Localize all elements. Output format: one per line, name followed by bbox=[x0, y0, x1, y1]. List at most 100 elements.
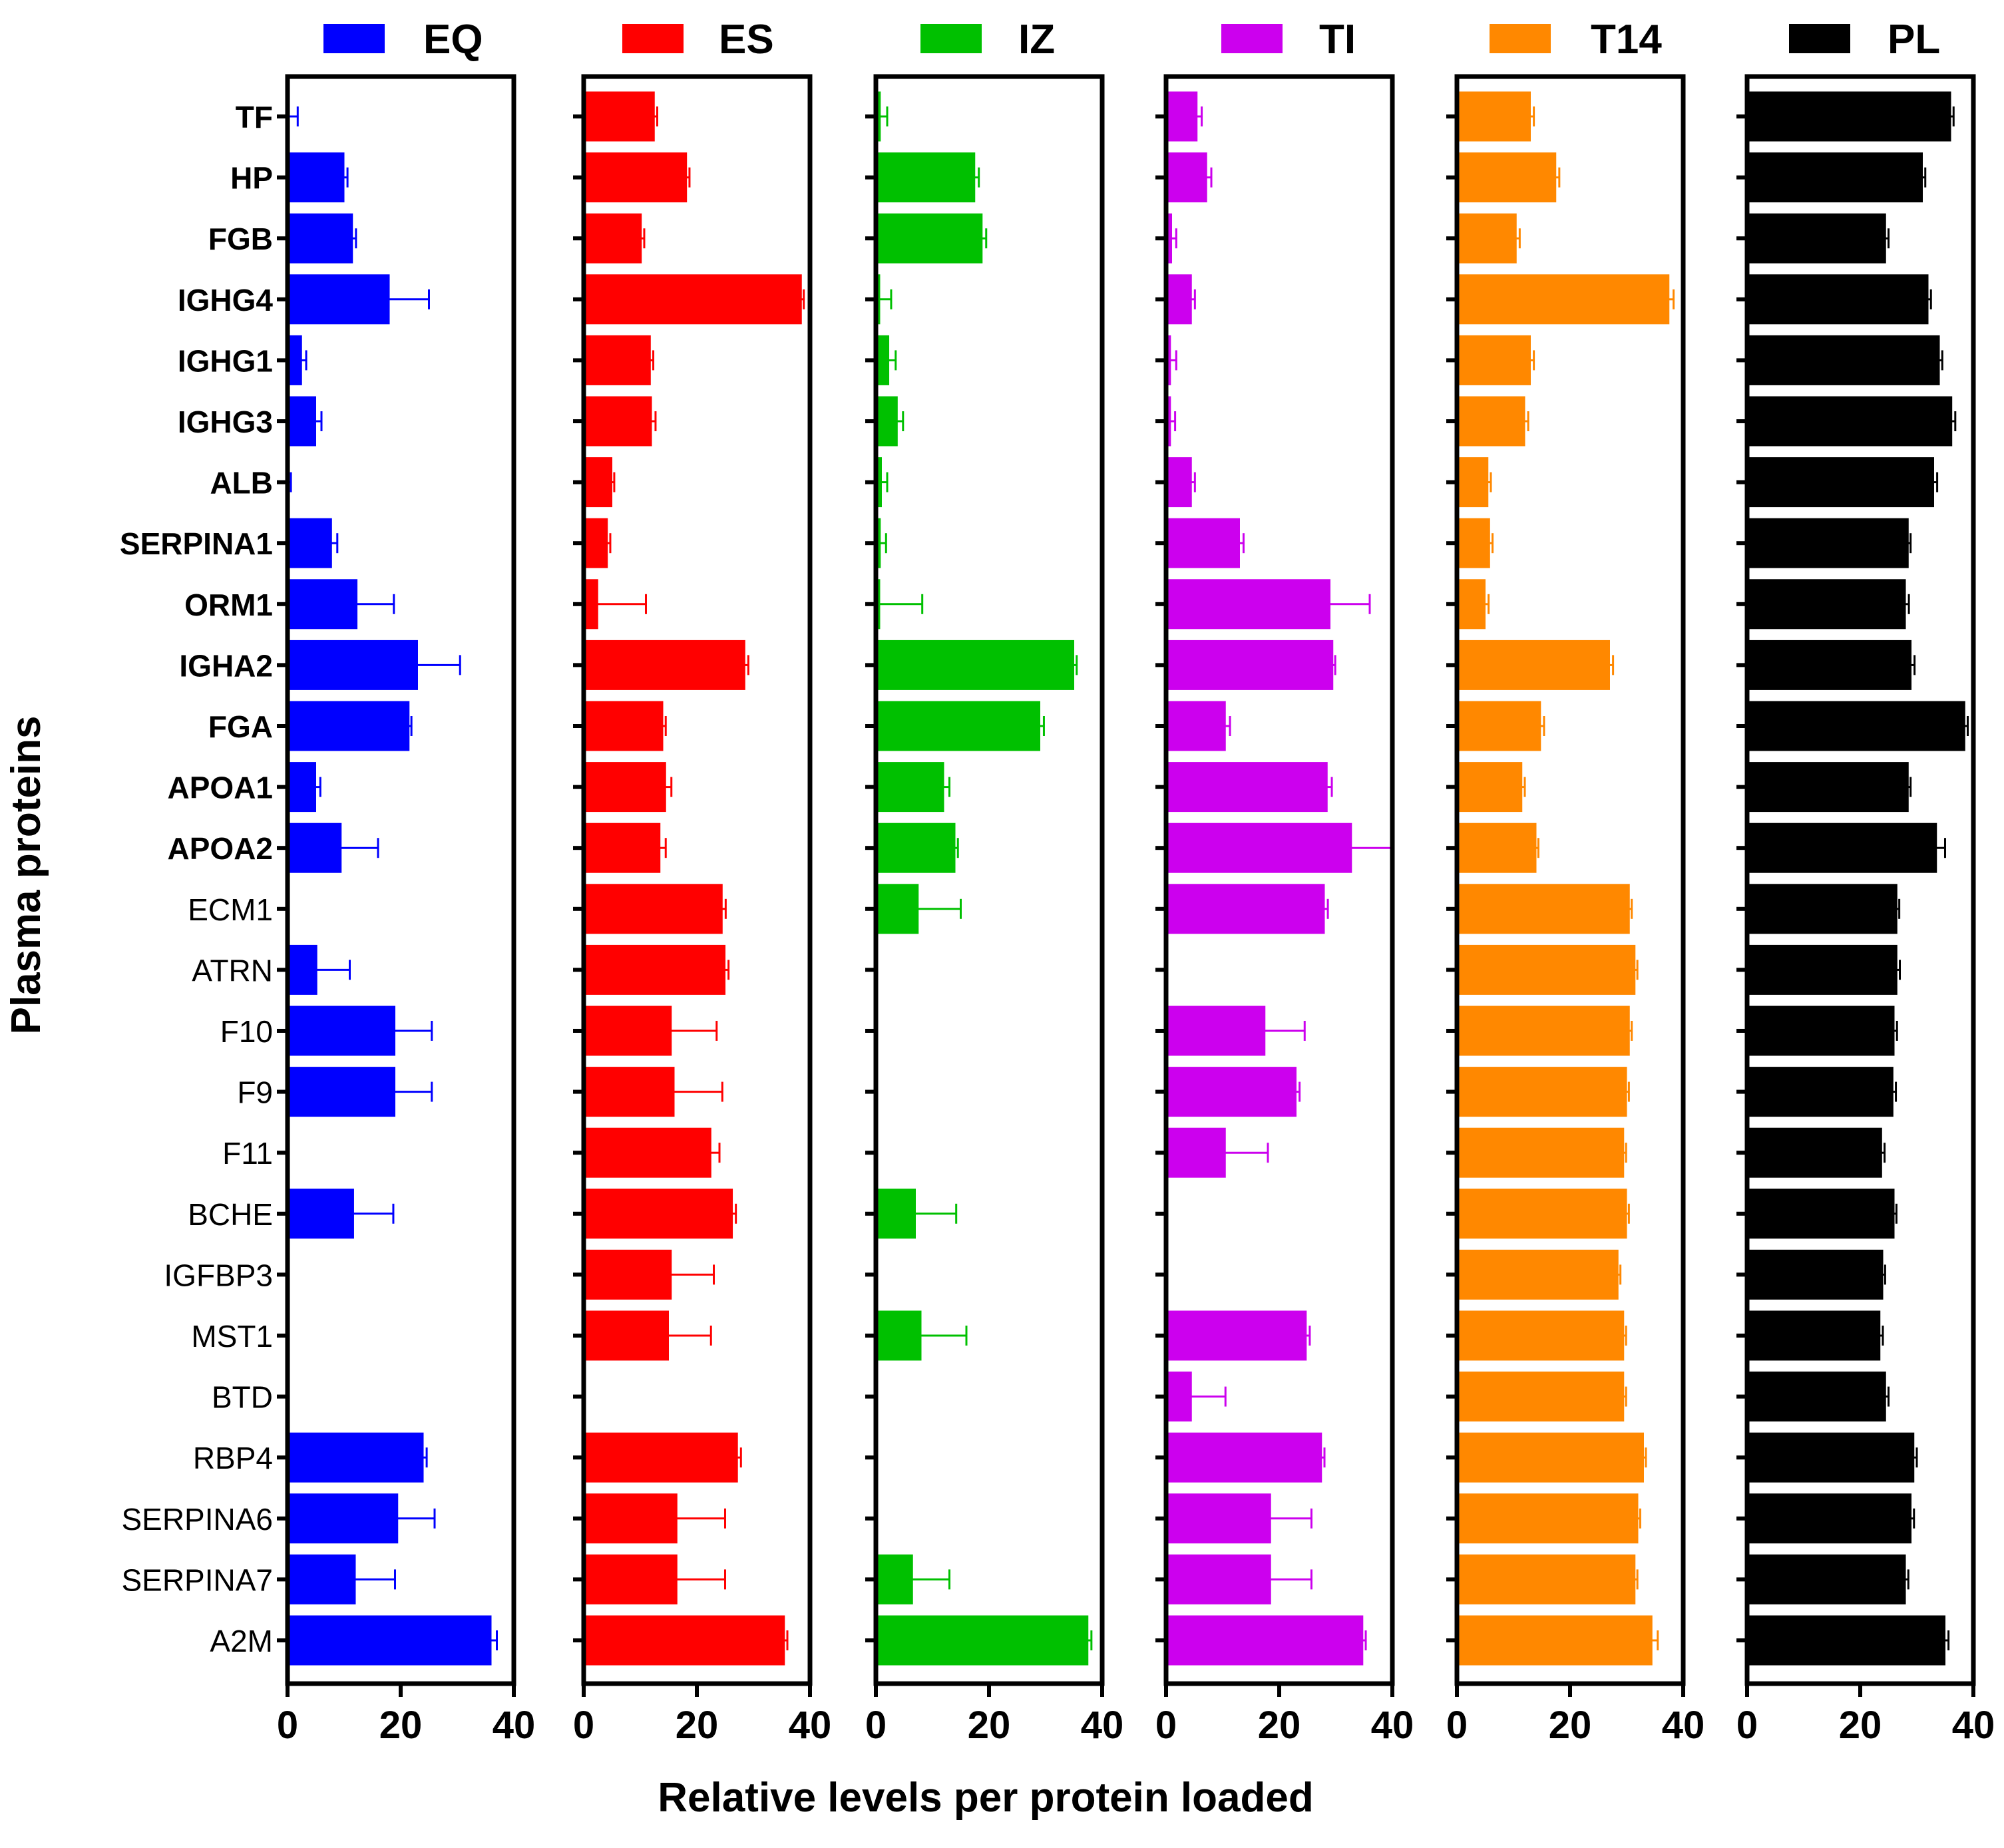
error-bar-es-serpina1 bbox=[607, 533, 612, 554]
error-bar-ti-apoa2 bbox=[1351, 838, 1394, 858]
bar-eq-apoa1 bbox=[287, 762, 316, 813]
bar-eq-serpina7 bbox=[287, 1554, 356, 1604]
bar-pl-fga bbox=[1746, 701, 1965, 751]
legend-label-es: ES bbox=[719, 17, 774, 63]
y-tick-label: HP bbox=[230, 161, 273, 196]
y-tick-label: IGFBP3 bbox=[164, 1258, 273, 1292]
bar-pl-btd bbox=[1746, 1372, 1886, 1422]
bar-ti-ecm1 bbox=[1165, 884, 1325, 934]
bar-ti-f9 bbox=[1165, 1067, 1297, 1117]
bar-pl-hp bbox=[1746, 152, 1923, 203]
bar-ti-apoa2 bbox=[1165, 823, 1352, 873]
bar-ti-serpina7 bbox=[1165, 1554, 1271, 1604]
bar-iz-serpina7 bbox=[875, 1554, 913, 1604]
error-bar-eq-rbp4 bbox=[423, 1447, 428, 1468]
x-tick-label: 0 bbox=[1155, 1704, 1177, 1747]
bar-es-rbp4 bbox=[583, 1432, 738, 1483]
bar-es-serpina6 bbox=[583, 1493, 678, 1544]
bar-es-fgb bbox=[583, 213, 642, 264]
error-bar-ti-f9 bbox=[1296, 1081, 1301, 1102]
y-tick-label: MST1 bbox=[191, 1319, 273, 1354]
error-bar-t14-f9 bbox=[1627, 1081, 1630, 1102]
bar-iz-bche bbox=[875, 1189, 916, 1239]
bar-pl-ighg4 bbox=[1746, 274, 1929, 325]
bar-es-serpina7 bbox=[583, 1554, 678, 1604]
y-tick-label: FGA bbox=[208, 709, 273, 744]
legend-label-t14: T14 bbox=[1591, 17, 1662, 63]
legend-label-iz: IZ bbox=[1018, 17, 1055, 63]
bar-pl-fgb bbox=[1746, 213, 1886, 264]
bar-eq-f10 bbox=[287, 1006, 395, 1056]
panel-pl: 0 20 40 bbox=[1736, 74, 1995, 1747]
y-tick-label: SERPINA6 bbox=[121, 1502, 273, 1537]
bar-pl-tf bbox=[1746, 91, 1951, 142]
bar-t14-hp bbox=[1456, 152, 1557, 203]
error-bar-pl-orm1 bbox=[1905, 594, 1910, 614]
error-bar-ti-fgb bbox=[1171, 228, 1177, 249]
error-bar-eq-atrn bbox=[317, 960, 351, 980]
bar-es-a2m bbox=[583, 1615, 785, 1666]
error-bar-eq-serpina6 bbox=[397, 1508, 436, 1529]
error-bar-iz-bche bbox=[915, 1203, 958, 1224]
error-bar-t14-igha2 bbox=[1609, 655, 1615, 675]
legend-swatch-eq bbox=[323, 24, 385, 53]
bar-iz-ecm1 bbox=[875, 884, 919, 934]
error-bar-pl-alb bbox=[1933, 472, 1939, 492]
bar-t14-apoa1 bbox=[1456, 762, 1523, 813]
y-tick-label: IGHA2 bbox=[179, 648, 273, 683]
error-bar-es-ighg4 bbox=[801, 289, 805, 309]
error-bar-eq-f10 bbox=[395, 1021, 433, 1041]
error-bar-es-orm1 bbox=[598, 594, 647, 614]
error-bar-ti-ighg1 bbox=[1170, 350, 1177, 371]
bar-ti-apoa1 bbox=[1165, 762, 1328, 813]
error-bar-t14-serpina7 bbox=[1635, 1569, 1639, 1590]
bar-t14-a2m bbox=[1456, 1615, 1653, 1666]
bar-t14-bche bbox=[1456, 1189, 1627, 1239]
error-bar-pl-serpina7 bbox=[1905, 1569, 1909, 1590]
bar-ti-fga bbox=[1165, 701, 1226, 751]
bar-es-fga bbox=[583, 701, 664, 751]
error-bar-iz-serpina7 bbox=[912, 1569, 950, 1590]
bar-pl-f10 bbox=[1746, 1006, 1895, 1056]
x-tick-label: 40 bbox=[1662, 1704, 1705, 1747]
bar-eq-hp bbox=[287, 152, 345, 203]
bar-t14-tf bbox=[1456, 91, 1531, 142]
bar-pl-serpina1 bbox=[1746, 518, 1909, 568]
y-tick-labels: TF HP FGB IGHG4 IGHG1 IGHG3 ALB SERPINA1 ORM1 IGH… bbox=[120, 100, 273, 1658]
bar-es-f9 bbox=[583, 1067, 675, 1117]
bar-pl-rbp4 bbox=[1746, 1432, 1915, 1483]
chart-panels: 0 20 40 0 20 40 0 20 40 0 20 40 0 20 40 0 20 40 bbox=[277, 74, 1995, 1747]
bar-iz-fgb bbox=[875, 213, 983, 264]
bar-pl-bche bbox=[1746, 1189, 1895, 1239]
bar-ti-f11 bbox=[1165, 1127, 1226, 1178]
error-bar-pl-btd bbox=[1886, 1386, 1890, 1407]
error-bar-pl-fgb bbox=[1886, 228, 1890, 249]
bar-es-igfbp3 bbox=[583, 1249, 672, 1300]
error-bar-t14-apoa2 bbox=[1536, 838, 1539, 858]
error-bar-es-tf bbox=[654, 106, 658, 126]
bar-t14-alb bbox=[1456, 457, 1489, 508]
y-tick-label: SERPINA1 bbox=[120, 526, 273, 561]
error-bar-t14-orm1 bbox=[1485, 594, 1490, 614]
error-bar-t14-fgb bbox=[1516, 228, 1521, 249]
bar-ti-a2m bbox=[1165, 1615, 1364, 1666]
legend-label-pl: PL bbox=[1888, 17, 1940, 63]
y-tick-label: APOA2 bbox=[168, 831, 273, 866]
error-bar-pl-ighg1 bbox=[1939, 350, 1943, 371]
bar-iz-apoa2 bbox=[875, 823, 956, 873]
error-bar-t14-igfbp3 bbox=[1618, 1264, 1622, 1285]
bar-pl-mst1 bbox=[1746, 1310, 1881, 1361]
bar-pl-orm1 bbox=[1746, 579, 1906, 630]
bar-pl-a2m bbox=[1746, 1615, 1945, 1666]
y-axis-label: Plasma proteins bbox=[3, 716, 49, 1035]
error-bar-pl-a2m bbox=[1945, 1630, 1950, 1650]
error-bar-es-serpina7 bbox=[677, 1569, 726, 1590]
y-tick-label: IGHG3 bbox=[178, 405, 273, 439]
error-bar-es-fgb bbox=[641, 228, 646, 249]
error-bar-es-apoa2 bbox=[660, 838, 667, 858]
error-bar-pl-serpina1 bbox=[1908, 533, 1912, 554]
error-bar-ti-serpina1 bbox=[1239, 533, 1245, 554]
error-bar-t14-ighg4 bbox=[1669, 289, 1675, 309]
error-bar-es-ighg1 bbox=[650, 350, 655, 371]
error-bar-pl-f10 bbox=[1894, 1021, 1898, 1041]
